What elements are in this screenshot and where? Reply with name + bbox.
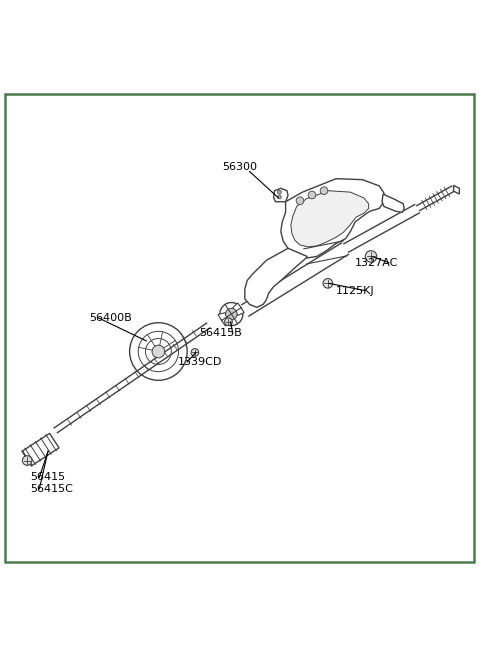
Polygon shape — [245, 248, 307, 307]
Polygon shape — [274, 188, 288, 202]
Circle shape — [308, 191, 316, 199]
Text: 1327AC: 1327AC — [355, 257, 398, 268]
Circle shape — [23, 456, 32, 465]
Circle shape — [152, 345, 165, 358]
Text: 1125KJ: 1125KJ — [336, 286, 374, 295]
Polygon shape — [233, 303, 244, 316]
Text: 56300: 56300 — [223, 162, 257, 172]
Circle shape — [296, 197, 304, 204]
Text: 56415: 56415 — [30, 472, 65, 482]
Circle shape — [277, 190, 281, 194]
Circle shape — [365, 251, 377, 262]
Polygon shape — [218, 312, 230, 326]
Circle shape — [225, 318, 232, 326]
Circle shape — [277, 195, 281, 199]
Polygon shape — [382, 194, 404, 212]
Polygon shape — [454, 185, 459, 194]
Text: 56415B: 56415B — [200, 328, 242, 338]
Circle shape — [323, 278, 333, 288]
Circle shape — [226, 309, 237, 320]
Circle shape — [320, 187, 328, 195]
Text: 56415C: 56415C — [30, 484, 72, 494]
Text: 56400B: 56400B — [89, 313, 132, 323]
Polygon shape — [22, 434, 59, 466]
Text: 1339CD: 1339CD — [178, 357, 222, 367]
Polygon shape — [291, 191, 369, 247]
Circle shape — [191, 348, 199, 356]
Polygon shape — [281, 179, 384, 258]
